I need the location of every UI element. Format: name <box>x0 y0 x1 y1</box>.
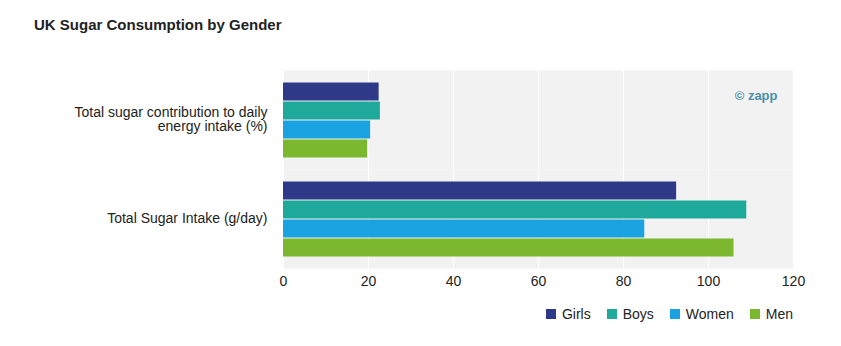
svg-text:60: 60 <box>531 273 547 289</box>
svg-text:80: 80 <box>616 273 632 289</box>
svg-text:100: 100 <box>697 273 721 289</box>
svg-text:Total sugar contribution to da: Total sugar contribution to dailyenergy … <box>75 104 268 134</box>
svg-text:0: 0 <box>280 273 288 289</box>
svg-text:40: 40 <box>446 273 462 289</box>
html-text:Women: Women <box>685 306 734 322</box>
html-text:Men: Men <box>765 306 793 322</box>
svg-text:120: 120 <box>782 273 806 289</box>
svg-text:Total Sugar Intake (g/day): Total Sugar Intake (g/day) <box>107 210 267 226</box>
svg-text:© zapp: © zapp <box>735 88 778 103</box>
html-text:Girls: Girls <box>561 306 591 322</box>
html-text:Boys: Boys <box>622 306 654 322</box>
html-text:UK Sugar Consumption by Gender: UK Sugar Consumption by Gender <box>34 16 282 33</box>
svg-text:20: 20 <box>361 273 377 289</box>
